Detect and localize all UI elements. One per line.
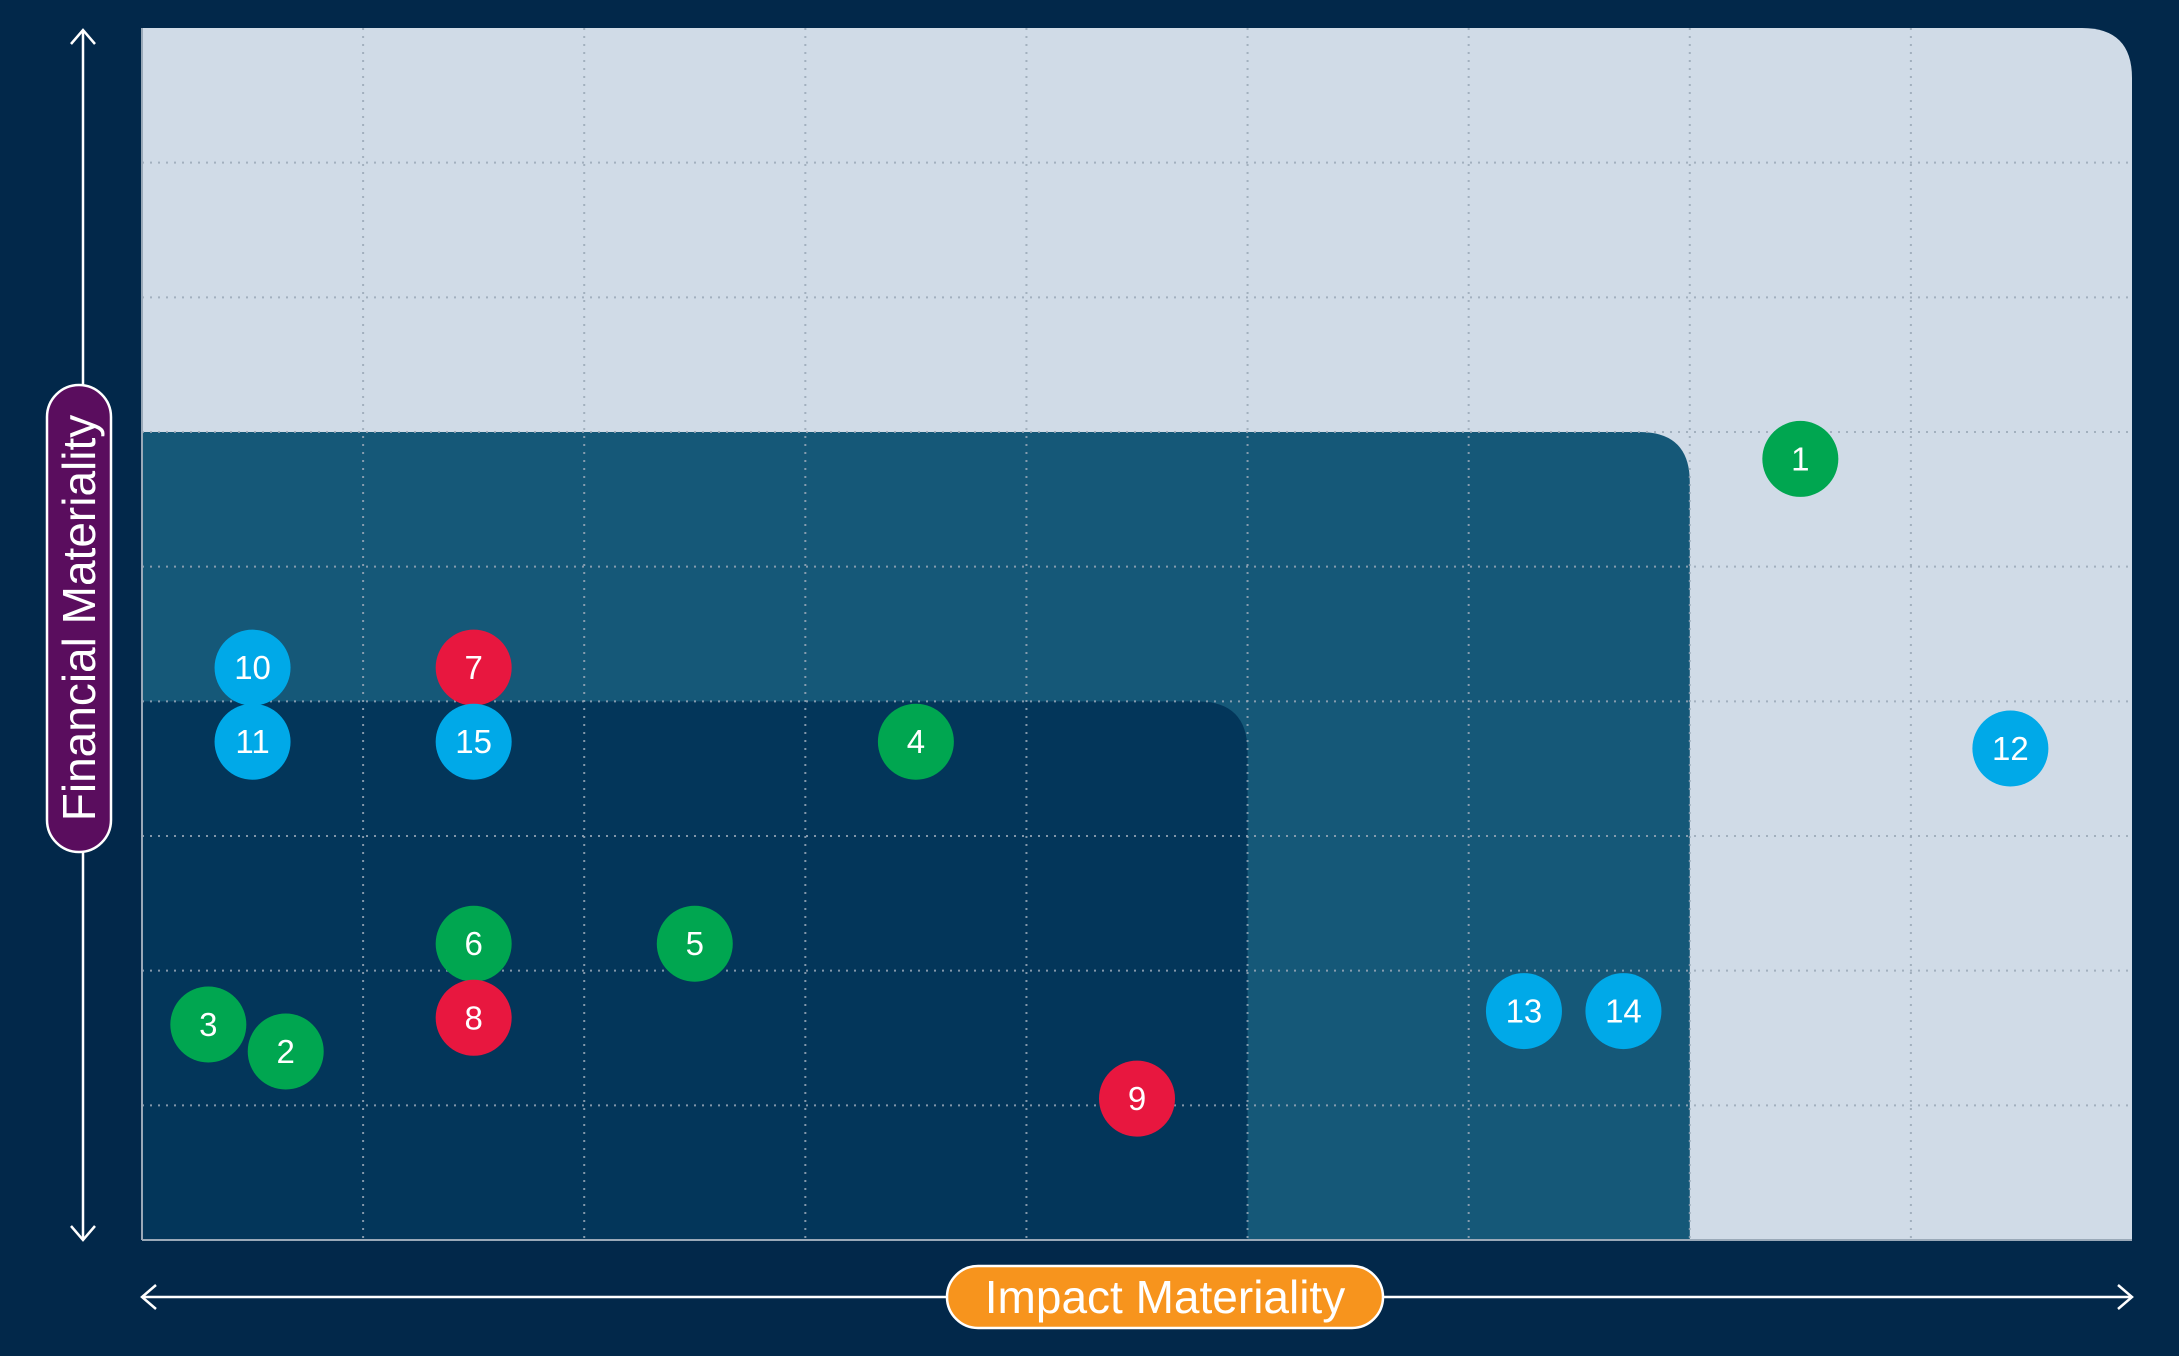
point-label: 10 [234, 649, 271, 686]
point-label: 12 [1992, 730, 2029, 767]
x-arrow-head [140, 1284, 157, 1310]
point-label: 15 [455, 723, 492, 760]
x-label-pill [945, 1264, 1385, 1330]
point-label: 4 [907, 723, 925, 760]
point-label: 3 [199, 1006, 217, 1043]
point [1585, 973, 1662, 1050]
zones [142, 28, 2132, 1240]
grid [141, 28, 2132, 1241]
point [435, 629, 512, 706]
point [435, 979, 512, 1056]
point-label: 1 [1791, 440, 1809, 477]
point [1972, 710, 2049, 787]
point [656, 905, 733, 982]
point-label: 2 [277, 1033, 295, 1070]
point-label: 9 [1128, 1080, 1146, 1117]
point-label: 8 [464, 999, 482, 1036]
point-label: 13 [1506, 993, 1543, 1030]
point-label: 6 [464, 925, 482, 962]
point [1099, 1060, 1175, 1137]
point-label: 5 [686, 925, 704, 962]
point [1485, 973, 1562, 1050]
point-label: 11 [235, 723, 269, 760]
x-axis-label: Impact Materiality [985, 1271, 1345, 1323]
point-label: 7 [464, 649, 482, 686]
point [247, 1013, 324, 1090]
point-label: 14 [1605, 993, 1642, 1030]
x-arrow-head [2117, 1284, 2134, 1310]
point [1762, 420, 1839, 497]
point [214, 629, 291, 706]
y-axis-label: Financial Materiality [53, 415, 105, 821]
y-arrow-head [70, 28, 96, 45]
y-arrow-head [70, 1225, 96, 1242]
point [170, 986, 247, 1063]
point [214, 703, 291, 780]
y-label-pill [45, 383, 113, 854]
point [435, 905, 512, 982]
point [877, 703, 954, 780]
point [435, 703, 512, 780]
